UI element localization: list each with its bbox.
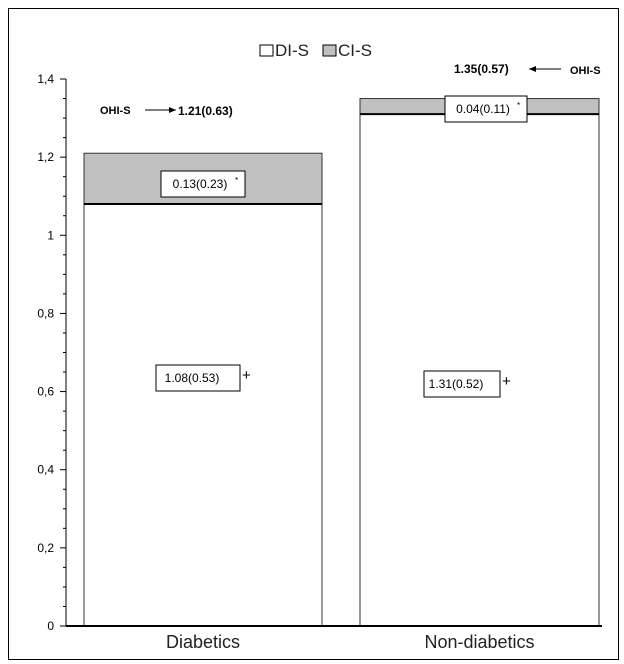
diabetics-ci-s-box (160, 170, 246, 198)
y-tick-label: 1,4 (37, 72, 54, 86)
legend-swatch-ci-s (322, 44, 337, 57)
diabetics-di-s-mark: + (242, 367, 251, 384)
non-diabetics-di-s-box (423, 370, 501, 398)
diabetics-ohi-total: 1.21(0.63) (178, 104, 233, 118)
y-tick-label: 0,8 (37, 306, 54, 320)
bar-segment-di-s (83, 203, 323, 627)
legend-label-ci-s: CI-S (338, 41, 372, 60)
non-diabetics-ohi-label: OHI-S (570, 65, 601, 77)
diabetics-ohi-label: OHI-S (100, 105, 131, 117)
y-tick-label: 0,6 (37, 385, 54, 399)
non-diabetics-ci-s-label: 0.04(0.11) (456, 102, 510, 116)
y-tick-label: 0 (47, 619, 54, 633)
legend: DI-S CI-S (259, 41, 372, 60)
non-diabetics-ci-s-mark: * (517, 101, 520, 110)
diabetics-di-s-box (155, 364, 241, 392)
diabetics-ohi-arrow-head (169, 107, 176, 113)
x-axis: Diabetics Non-diabetics (166, 632, 535, 652)
legend-label-di-s: DI-S (275, 41, 309, 60)
y-tick-label: 1 (47, 228, 54, 242)
non-diabetics-ohi-total: 1.35(0.57) (454, 62, 509, 76)
non-diabetics-di-s-label: 1.31(0.52) (429, 377, 484, 391)
bars (66, 98, 602, 627)
y-tick-label: 0,2 (37, 541, 54, 555)
y-tick-label: 0,4 (37, 463, 54, 477)
legend-swatch-di-s (259, 44, 274, 57)
bar-segment-di-s (359, 113, 600, 627)
annotations: 0.13(0.23) * 1.08(0.53) +0.04(0.11) * 1.31(0.… (100, 62, 601, 398)
diabetics-ci-s-mark: * (235, 176, 238, 185)
non-diabetics-di-s-mark: + (502, 373, 511, 390)
diabetics-di-s-label: 1.08(0.53) (165, 371, 220, 385)
x-category-label: Non-diabetics (424, 632, 534, 652)
non-diabetics-ci-s-box (444, 95, 528, 123)
y-axis: 0 0,2 0,4 0,6 0,8 1 1,2 1,4 (37, 72, 67, 633)
y-tick-label: 1,2 (37, 150, 54, 164)
x-category-label: Diabetics (166, 632, 240, 652)
non-diabetics-ohi-arrow-head (529, 66, 536, 72)
diabetics-ci-s-label: 0.13(0.23) (173, 177, 228, 191)
